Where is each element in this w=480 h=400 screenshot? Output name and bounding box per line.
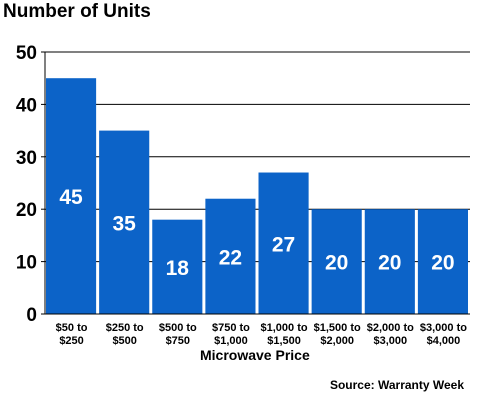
x-category-label: $3,000 to (420, 322, 467, 334)
x-category-label: $1,000 (214, 335, 248, 347)
x-category-label: $1,500 (267, 335, 301, 347)
x-category-label: $250 (59, 335, 83, 347)
bar-value-label: 27 (272, 233, 295, 256)
bar (364, 209, 415, 314)
x-category-label: $50 to (56, 322, 88, 334)
y-tick-label: 50 (16, 43, 37, 64)
bar (99, 130, 150, 314)
chart-title: Number of Units (3, 1, 151, 22)
x-category-label: $4,000 (427, 335, 461, 347)
x-category-label: $250 to (106, 322, 144, 334)
bar-value-label: 20 (325, 252, 348, 275)
bar-value-label: 22 (219, 246, 242, 269)
x-category-label: $500 (112, 335, 136, 347)
bar (258, 172, 309, 314)
bar (311, 209, 362, 314)
bar-value-label: 20 (378, 252, 401, 275)
bar-value-label: 20 (431, 252, 454, 275)
bar-value-label: 35 (113, 212, 137, 235)
bar (417, 209, 468, 314)
y-tick-label: 40 (16, 95, 37, 116)
x-category-label: $1,500 to (314, 322, 361, 334)
bar (152, 219, 203, 314)
x-axis-label: Microwave Price (200, 347, 310, 363)
x-category-label: $500 to (159, 322, 197, 334)
x-category-label: $2,000 to (367, 322, 414, 334)
x-category-label: $750 to (212, 322, 250, 334)
source-note: Source: Warranty Week (329, 378, 464, 392)
y-tick-label: 10 (16, 253, 37, 274)
x-category-label: $750 (166, 335, 190, 347)
bar-value-label: 45 (59, 186, 83, 209)
x-category-label: $1,000 to (261, 322, 308, 334)
x-category-label: $3,000 (373, 335, 407, 347)
y-tick-label: 0 (26, 305, 37, 326)
bar (205, 198, 256, 314)
y-tick-label: 20 (16, 200, 37, 221)
bar-value-label: 18 (166, 257, 190, 280)
bar (46, 78, 97, 314)
y-tick-label: 30 (16, 148, 37, 169)
x-category-label: $2,000 (320, 335, 354, 347)
